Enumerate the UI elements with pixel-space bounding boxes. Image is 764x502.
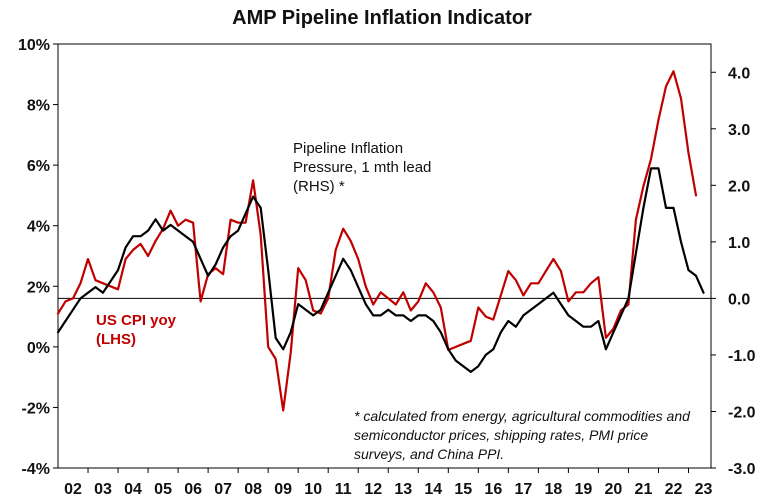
pipeline-series-label: Pipeline Inflation Pressure, 1 mth lead (R…: [293, 140, 431, 195]
x-tick-label: 05: [154, 481, 172, 498]
x-tick-label: 02: [64, 481, 82, 498]
x-tick-label: 22: [665, 481, 683, 498]
x-tick-label: 06: [184, 481, 202, 498]
left-tick-label: -4%: [22, 461, 50, 478]
ann-pipe-line: (RHS) *: [293, 178, 345, 195]
x-axis: 02 03 04 05 06 07 08 09 10 11 12 13 14 15 16 17 18 19 20 21…: [64, 468, 712, 498]
right-tick-label: -2.0: [728, 404, 756, 421]
left-tick-label: 10%: [18, 37, 50, 54]
ann-foot-line: surveys, and China PPI.: [354, 446, 504, 462]
pipeline-series-line: [56, 167, 705, 373]
left-tick-label: 8%: [27, 98, 50, 115]
x-tick-label: 21: [635, 481, 653, 498]
left-tick-label: 4%: [27, 219, 50, 236]
x-tick-label: 15: [454, 481, 472, 498]
x-tick-label: 20: [605, 481, 623, 498]
footnote: * calculated from energy, agricultural c…: [354, 408, 691, 462]
x-tick-label: 17: [514, 481, 532, 498]
ann-cpi-line: (LHS): [96, 331, 136, 348]
cpi-series-label: US CPI yoy (LHS): [96, 312, 177, 348]
right-tick-label: 3.0: [728, 122, 750, 139]
series-group: [56, 70, 705, 412]
x-tick-label: 12: [364, 481, 382, 498]
x-tick-label: 04: [124, 481, 142, 498]
x-tick-label: 07: [214, 481, 232, 498]
ann-pipe-line: Pressure, 1 mth lead: [293, 159, 431, 176]
x-tick-label: 19: [575, 481, 593, 498]
right-tick-label: -3.0: [728, 461, 756, 478]
x-tick-label: 09: [274, 481, 292, 498]
x-tick-label: 18: [544, 481, 562, 498]
cpi-series-line: [56, 70, 698, 412]
right-tick-label: 2.0: [728, 178, 750, 195]
chart-title: AMP Pipeline Inflation Indicator: [232, 7, 532, 29]
plot-frame: [57, 43, 712, 469]
x-tick-label: 16: [484, 481, 502, 498]
x-tick-label: 23: [695, 481, 713, 498]
right-axis: -3.0 -2.0 -1.0 0.0 1.0 2.0 3.0 4.0: [711, 65, 756, 478]
left-tick-label: 2%: [27, 279, 50, 296]
left-tick-label: -2%: [22, 400, 50, 417]
ann-pipe-line: Pipeline Inflation: [293, 140, 403, 157]
right-tick-label: 1.0: [728, 235, 750, 252]
ann-foot-line: semiconductor prices, shipping rates, PM…: [354, 427, 648, 443]
left-tick-label: 6%: [27, 158, 50, 175]
right-tick-label: 4.0: [728, 65, 750, 82]
left-tick-label: 0%: [27, 340, 50, 357]
ann-cpi-line: US CPI yoy: [96, 312, 177, 329]
x-tick-label: 11: [335, 481, 352, 498]
x-tick-label: 03: [94, 481, 112, 498]
x-tick-label: 13: [394, 481, 412, 498]
x-tick-label: 14: [424, 481, 442, 498]
right-tick-label: 0.0: [728, 291, 750, 308]
x-tick-label: 08: [244, 481, 262, 498]
x-tick-label: 10: [304, 481, 322, 498]
right-tick-label: -1.0: [728, 348, 756, 365]
ann-foot-line: * calculated from energy, agricultural c…: [354, 408, 691, 424]
left-axis: -4% -2% 0% 2% 4% 6% 8% 10%: [18, 37, 58, 478]
